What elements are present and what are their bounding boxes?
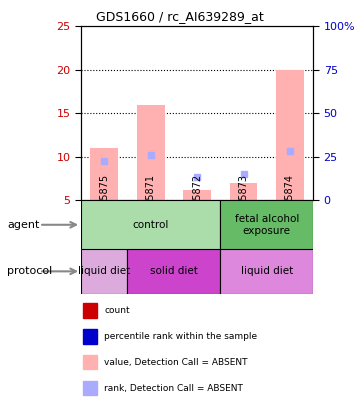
- Text: value, Detection Call = ABSENT: value, Detection Call = ABSENT: [104, 358, 248, 367]
- Bar: [220, 200, 313, 249]
- Bar: [83, 381, 97, 395]
- Bar: [81, 249, 127, 294]
- Text: rank, Detection Call = ABSENT: rank, Detection Call = ABSENT: [104, 384, 243, 392]
- Text: GSM35871: GSM35871: [146, 174, 156, 227]
- Text: GSM35872: GSM35872: [192, 174, 202, 227]
- Text: GSM35874: GSM35874: [285, 174, 295, 227]
- Text: liquid diet: liquid diet: [240, 266, 293, 276]
- Bar: [83, 329, 97, 343]
- Text: agent: agent: [7, 220, 40, 230]
- Text: GSM35873: GSM35873: [239, 174, 248, 227]
- Bar: [137, 104, 165, 200]
- Text: control: control: [132, 220, 169, 230]
- Bar: [183, 190, 211, 200]
- Text: GSM35875: GSM35875: [99, 174, 109, 227]
- Bar: [276, 70, 304, 200]
- Bar: [83, 355, 97, 369]
- Text: liquid diet: liquid diet: [78, 266, 130, 276]
- Bar: [81, 200, 220, 249]
- Text: protocol: protocol: [7, 266, 53, 276]
- Text: count: count: [104, 306, 130, 315]
- Bar: [220, 249, 313, 294]
- Bar: [127, 249, 220, 294]
- Text: fetal alcohol
exposure: fetal alcohol exposure: [235, 214, 299, 236]
- Bar: [83, 303, 97, 318]
- Bar: [90, 148, 118, 200]
- Text: GDS1660 / rc_AI639289_at: GDS1660 / rc_AI639289_at: [96, 10, 264, 23]
- Text: solid diet: solid diet: [150, 266, 198, 276]
- Bar: [230, 183, 257, 200]
- Text: percentile rank within the sample: percentile rank within the sample: [104, 332, 257, 341]
